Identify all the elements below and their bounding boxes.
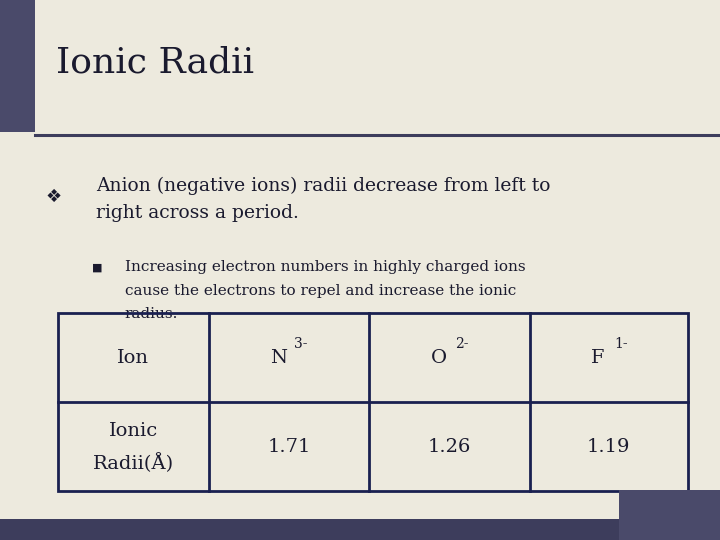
Bar <box>58 313 688 491</box>
Text: right across a period.: right across a period. <box>96 204 299 222</box>
Text: O: O <box>431 349 447 367</box>
Text: Anion (negative ions) radii decrease from left to: Anion (negative ions) radii decrease fro… <box>96 177 550 195</box>
Text: radius.: radius. <box>125 307 178 321</box>
Text: 1-: 1- <box>614 338 628 351</box>
Text: ■: ■ <box>92 262 103 272</box>
Text: 33: 33 <box>660 508 679 522</box>
Text: Ion: Ion <box>117 349 149 367</box>
Text: 1.26: 1.26 <box>428 438 472 456</box>
Text: 1.71: 1.71 <box>267 438 311 456</box>
Text: N: N <box>270 349 287 367</box>
Text: Ionic Radii: Ionic Radii <box>56 45 254 79</box>
Text: 2-: 2- <box>455 338 468 351</box>
Text: 1.19: 1.19 <box>587 438 631 456</box>
Text: cause the electrons to repel and increase the ionic: cause the electrons to repel and increas… <box>125 284 516 298</box>
Text: 3-: 3- <box>294 338 307 351</box>
Bar <box>619 490 720 540</box>
Text: F: F <box>591 349 605 367</box>
Text: ❖: ❖ <box>45 188 61 206</box>
Bar <box>0 0 35 132</box>
Bar <box>0 519 720 540</box>
Text: Radii(Å): Radii(Å) <box>93 453 174 473</box>
Text: Ionic: Ionic <box>109 422 158 440</box>
Text: Increasing electron numbers in highly charged ions: Increasing electron numbers in highly ch… <box>125 260 525 274</box>
